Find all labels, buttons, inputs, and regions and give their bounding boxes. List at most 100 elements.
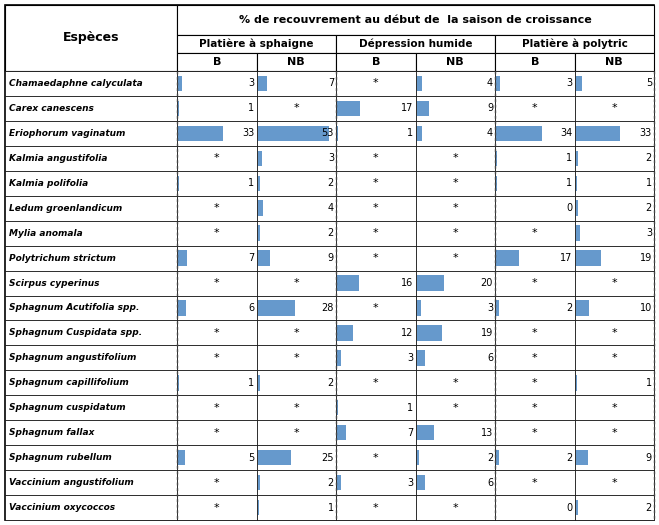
Text: *: * (293, 103, 299, 113)
Text: *: * (373, 78, 378, 89)
Bar (5, 320, 177, 345)
Bar (5, 345, 177, 370)
Text: 3: 3 (646, 228, 652, 238)
Text: *: * (214, 328, 219, 338)
Text: 3: 3 (487, 303, 493, 313)
Bar (5, 196, 177, 220)
Bar (177, 395, 256, 420)
Text: B: B (213, 57, 221, 67)
Bar (177, 146, 256, 171)
Text: 1: 1 (566, 153, 573, 163)
Bar (258, 375, 260, 391)
Bar (256, 121, 336, 146)
Bar (256, 345, 336, 370)
Text: *: * (453, 228, 458, 238)
Text: *: * (373, 502, 378, 512)
Bar (575, 445, 654, 470)
Bar (575, 296, 654, 320)
Text: B: B (530, 57, 539, 67)
Text: Polytrichum strictum: Polytrichum strictum (9, 254, 116, 262)
Bar (256, 53, 336, 71)
Bar (256, 395, 336, 420)
Text: 3: 3 (248, 78, 254, 89)
Text: *: * (293, 428, 299, 438)
Text: *: * (453, 502, 458, 512)
Bar (336, 270, 416, 296)
Bar (416, 320, 495, 345)
Text: *: * (453, 403, 458, 413)
Text: 53: 53 (322, 128, 334, 139)
Bar (177, 495, 256, 520)
Bar (177, 470, 256, 495)
Bar (575, 53, 654, 71)
Text: 13: 13 (481, 428, 493, 438)
Bar (416, 370, 495, 395)
Text: *: * (532, 428, 538, 438)
Text: 3: 3 (407, 353, 413, 363)
Text: *: * (532, 478, 538, 488)
Bar (416, 101, 428, 116)
Text: NB: NB (606, 57, 623, 67)
Bar (5, 395, 177, 420)
Bar (575, 225, 579, 241)
Bar (256, 246, 336, 270)
Bar (337, 325, 353, 341)
Bar (258, 201, 263, 216)
Bar (5, 246, 177, 270)
Text: *: * (532, 278, 538, 288)
Bar (416, 420, 495, 445)
Text: *: * (293, 328, 299, 338)
Text: 25: 25 (322, 453, 334, 463)
Text: Sphagnum rubellum: Sphagnum rubellum (9, 453, 112, 462)
Bar (336, 470, 416, 495)
Bar (256, 320, 336, 345)
Bar (5, 71, 177, 96)
Text: *: * (612, 428, 617, 438)
Bar (177, 35, 336, 53)
Bar (5, 370, 177, 395)
Bar (575, 121, 654, 146)
Bar (336, 220, 416, 246)
Text: Scirpus cyperinus: Scirpus cyperinus (9, 279, 100, 288)
Text: 3: 3 (566, 78, 573, 89)
Text: 3: 3 (328, 153, 334, 163)
Bar (256, 71, 336, 96)
Text: *: * (373, 178, 378, 188)
Bar (177, 96, 256, 121)
Bar (575, 270, 654, 296)
Bar (256, 171, 336, 196)
Bar (177, 5, 654, 35)
Text: Kalmia angustifolia: Kalmia angustifolia (9, 154, 107, 163)
Bar (495, 420, 575, 445)
Bar (416, 450, 419, 465)
Bar (178, 375, 179, 391)
Bar (416, 325, 442, 341)
Text: 2: 2 (646, 153, 652, 163)
Text: Chamaedaphne calyculata: Chamaedaphne calyculata (9, 79, 143, 88)
Text: Kalmia polifolia: Kalmia polifolia (9, 178, 88, 188)
Bar (258, 76, 267, 91)
Bar (495, 320, 575, 345)
Bar (495, 246, 575, 270)
Bar (5, 296, 177, 320)
Bar (416, 395, 495, 420)
Text: *: * (214, 502, 219, 512)
Text: *: * (453, 378, 458, 388)
Bar (337, 475, 341, 490)
Bar (496, 151, 498, 166)
Bar (336, 395, 416, 420)
Text: *: * (612, 103, 617, 113)
Text: 6: 6 (487, 478, 493, 488)
Bar (495, 96, 575, 121)
Bar (575, 125, 620, 141)
Text: *: * (532, 378, 538, 388)
Text: *: * (373, 153, 378, 163)
Bar (575, 500, 578, 515)
Text: 6: 6 (248, 303, 254, 313)
Bar (177, 171, 256, 196)
Text: 9: 9 (646, 453, 652, 463)
Bar (177, 445, 256, 470)
Bar (178, 250, 187, 266)
Bar (336, 420, 416, 445)
Text: *: * (373, 453, 378, 463)
